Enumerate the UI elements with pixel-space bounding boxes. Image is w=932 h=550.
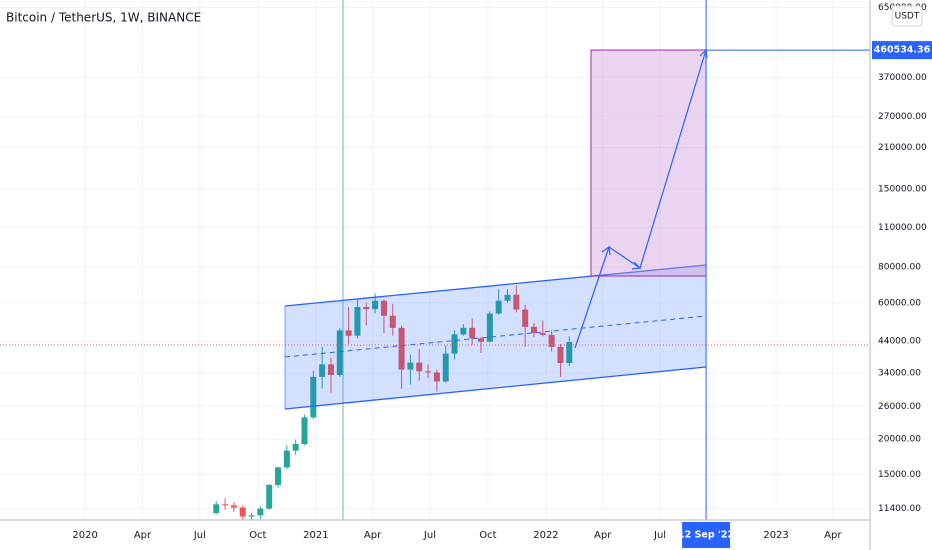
candle-body	[372, 300, 379, 310]
candle-body	[530, 326, 537, 334]
currency-badge[interactable]	[891, 5, 923, 27]
drawings	[0, 0, 870, 520]
candle-body	[460, 327, 467, 335]
candle-body	[539, 333, 546, 335]
x-tick-label: 2022	[533, 530, 558, 541]
x-tick-label: Apr	[594, 530, 612, 541]
candle-body	[230, 505, 237, 508]
candle-body	[407, 362, 414, 370]
x-tick-label: 2020	[72, 530, 97, 541]
y-tick-label: 34000.00	[878, 369, 921, 379]
y-tick-label: 11400.00	[878, 504, 921, 514]
candle-body	[310, 376, 317, 418]
y-tick-label: 60000.00	[878, 298, 921, 308]
x-tick-label: 2021	[303, 530, 328, 541]
y-tick-label: 210000.00	[878, 143, 927, 153]
candle-body	[451, 334, 458, 354]
price-label: 460534.36	[874, 45, 931, 56]
candle-body	[345, 330, 352, 336]
x-tick-label: 2023	[763, 530, 788, 541]
candle-body	[504, 294, 511, 301]
x-tick-label: Apr	[364, 530, 382, 541]
candle-body	[522, 309, 529, 327]
y-tick-label: 26000.00	[878, 402, 921, 412]
y-tick-label: 15000.00	[878, 470, 921, 480]
candle-body	[222, 504, 229, 506]
price-label-box	[872, 41, 932, 60]
candle-body	[425, 371, 432, 373]
candle-body	[266, 484, 273, 509]
y-tick-label: 270000.00	[878, 112, 927, 122]
x-tick-label: Jul	[653, 530, 666, 541]
candle-body	[513, 294, 520, 310]
candle-body	[248, 515, 255, 517]
candle-body	[416, 362, 423, 372]
candle-body	[213, 504, 220, 514]
candle-body	[319, 364, 326, 377]
chart-title: Bitcoin / TetherUS, 1W, BINANCE	[6, 11, 201, 25]
y-tick-label: 44000.00	[878, 337, 921, 347]
channel-mid	[284, 315, 707, 358]
candle-body	[363, 306, 370, 310]
axes: 650000.00370000.00270000.00210000.001500…	[72, 3, 927, 541]
date-label-box	[682, 522, 731, 548]
candle-body	[275, 467, 282, 485]
candle-body	[380, 300, 387, 316]
y-tick-label: 110000.00	[878, 223, 927, 233]
candle-body	[389, 315, 396, 328]
x-tick-label: Apr	[824, 530, 842, 541]
candle-body	[486, 313, 493, 342]
y-tick-label: 150000.00	[878, 185, 927, 195]
channel-top	[284, 264, 707, 307]
candle-body	[301, 417, 308, 444]
candle-body	[292, 443, 299, 451]
y-tick-label: 370000.00	[878, 73, 927, 83]
candle-body	[336, 330, 343, 375]
price-axis	[870, 0, 932, 550]
candle-body	[257, 508, 264, 516]
x-tick-label: Apr	[134, 530, 152, 541]
date-label: 12 Sep '22	[678, 530, 734, 541]
y-tick-label: 80000.00	[878, 263, 921, 273]
candle-body	[327, 364, 334, 375]
candle-body	[548, 334, 555, 347]
candle-body	[442, 353, 449, 382]
target-box	[590, 49, 707, 277]
currency: USDT	[895, 12, 920, 22]
candle-body	[433, 372, 440, 382]
x-tick-label: Oct	[249, 530, 266, 541]
candle-body	[283, 450, 290, 468]
y-tick-label: 20000.00	[878, 434, 921, 444]
candle-body	[566, 342, 573, 364]
candle-body	[354, 306, 361, 336]
candle-body	[557, 346, 564, 364]
grid	[0, 0, 870, 520]
candles	[213, 285, 573, 523]
candle-body	[469, 327, 476, 339]
candle-body	[398, 327, 405, 370]
channel-bottom	[284, 366, 707, 410]
x-tick-label: Oct	[479, 530, 496, 541]
projection-path	[574, 49, 707, 349]
candle-body	[239, 507, 246, 517]
candle-body	[495, 300, 502, 314]
x-tick-label: Jul	[193, 530, 206, 541]
arrow-head	[601, 245, 611, 256]
x-tick-label: Jul	[423, 530, 436, 541]
candle-body	[478, 338, 485, 342]
arrow-head	[631, 261, 642, 270]
